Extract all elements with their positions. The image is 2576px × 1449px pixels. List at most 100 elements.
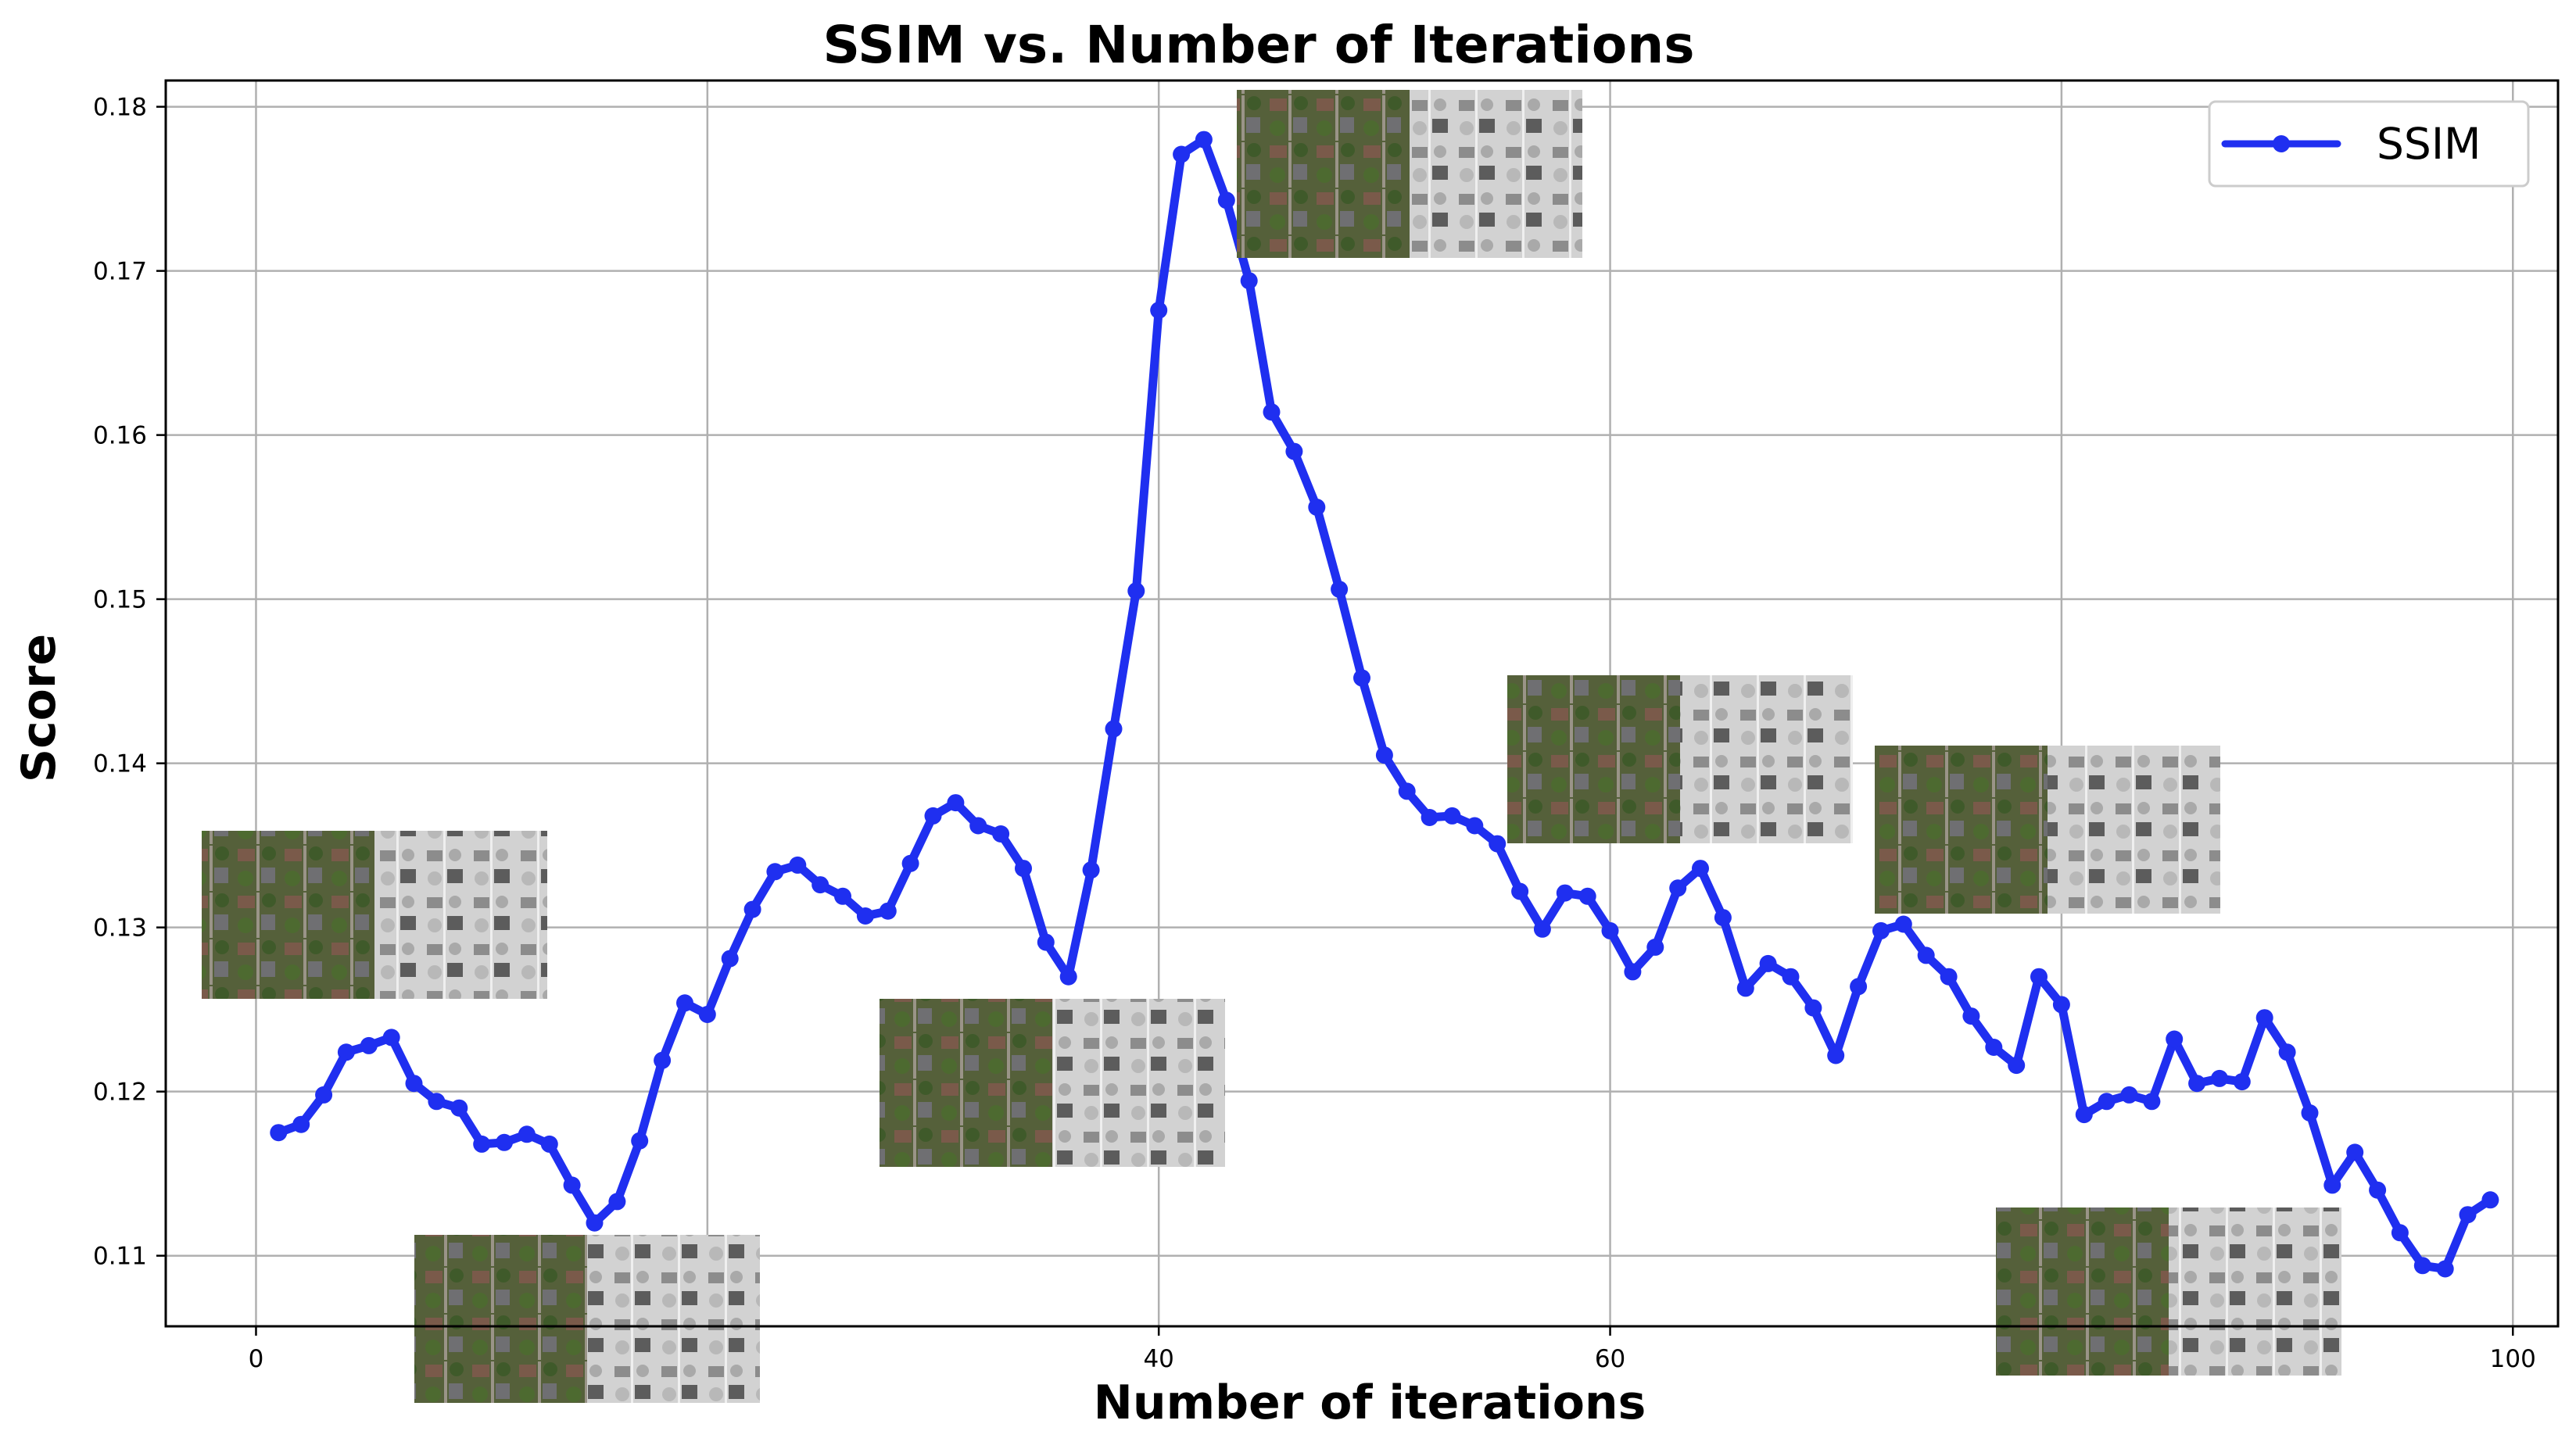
data-point	[2008, 1057, 2026, 1075]
x-axis-label: Number of iterations	[1094, 1376, 1646, 1430]
legend-marker	[2273, 135, 2290, 152]
aerial-photo-color	[1507, 675, 1680, 843]
data-point	[1962, 1007, 1980, 1025]
data-point	[1015, 860, 1032, 878]
x-tick-label: 60	[1595, 1345, 1625, 1373]
data-point	[563, 1176, 581, 1194]
data-point	[1127, 582, 1145, 600]
data-point	[315, 1086, 333, 1104]
data-point	[947, 794, 965, 812]
data-point	[1173, 145, 1191, 163]
aerial-photo-color	[1875, 746, 2048, 914]
legend-box	[2208, 100, 2530, 188]
data-point	[1872, 921, 1890, 939]
data-point	[992, 825, 1010, 843]
image-pair-thumbnail	[202, 831, 547, 999]
data-point	[337, 1043, 355, 1061]
aerial-photo-color	[1237, 90, 1410, 258]
data-point	[1466, 817, 1484, 835]
aerial-photo-grayscale	[2169, 1208, 2341, 1376]
y-tick-label: 0.11	[93, 1243, 147, 1271]
data-point	[450, 1099, 468, 1117]
y-tick-label: 0.12	[93, 1079, 147, 1107]
data-point	[1850, 978, 1868, 996]
data-point	[1353, 669, 1370, 687]
data-point	[540, 1135, 558, 1153]
data-point	[1331, 581, 1349, 598]
data-point	[1917, 946, 1935, 964]
data-point	[360, 1036, 378, 1054]
data-point	[1421, 809, 1438, 826]
data-point	[811, 876, 829, 894]
data-point	[1263, 403, 1281, 421]
data-point	[1556, 884, 1574, 902]
x-tick-label: 100	[2490, 1345, 2536, 1373]
image-pair-thumbnail	[880, 999, 1225, 1167]
image-pair-thumbnail	[1507, 675, 1853, 843]
y-tick-label: 0.16	[93, 422, 147, 450]
data-point	[586, 1214, 604, 1232]
data-point	[292, 1115, 310, 1133]
data-point	[1714, 909, 1732, 927]
aerial-photo-color	[202, 831, 374, 999]
data-point	[2098, 1093, 2116, 1111]
data-point	[834, 887, 851, 905]
data-point	[1985, 1039, 2003, 1056]
data-point	[2255, 1009, 2273, 1027]
data-point	[2052, 996, 2070, 1014]
data-point	[698, 1006, 716, 1023]
data-point	[428, 1093, 446, 1111]
data-point	[1285, 442, 1303, 460]
data-point	[1782, 968, 1800, 986]
data-point	[1082, 861, 1100, 879]
legend: SSIM	[2208, 100, 2530, 188]
data-point	[1443, 807, 1461, 825]
data-point	[496, 1133, 513, 1151]
thumbnail-layer	[202, 90, 2341, 1403]
data-point	[1804, 999, 1822, 1017]
data-point	[766, 863, 784, 881]
data-point	[1827, 1046, 1845, 1064]
series-layer	[270, 131, 2499, 1278]
data-point	[2166, 1030, 2184, 1048]
data-point	[2211, 1069, 2228, 1087]
data-point	[2323, 1176, 2341, 1194]
data-point	[2120, 1086, 2138, 1104]
data-point	[856, 907, 874, 925]
data-point	[2278, 1043, 2296, 1061]
x-tick-label: 0	[249, 1345, 264, 1373]
aerial-photo-color	[414, 1235, 587, 1403]
tick-layer: 0 40 60 100 0.11 0.12 0.13 0.14 0.15 0.16 0.17 0.18	[93, 94, 2536, 1373]
image-pair-thumbnail	[1237, 90, 1582, 258]
y-axis-label: Score	[12, 634, 66, 782]
data-point	[1646, 938, 1664, 956]
data-point	[2301, 1104, 2319, 1122]
aerial-photo-color	[880, 999, 1052, 1167]
image-pair-thumbnail	[1996, 1208, 2341, 1376]
data-point	[1240, 272, 1258, 290]
data-point	[1894, 915, 1912, 933]
data-point	[1059, 968, 1077, 986]
data-point	[1217, 191, 1235, 209]
data-point	[924, 807, 942, 825]
data-point	[1105, 720, 1123, 738]
aerial-photo-grayscale	[587, 1235, 760, 1403]
data-point	[2030, 968, 2048, 986]
x-tick-label: 40	[1143, 1345, 1173, 1373]
data-point	[1940, 968, 1958, 986]
y-tick-label: 0.14	[93, 750, 147, 778]
data-point	[2188, 1075, 2206, 1093]
data-point	[2346, 1143, 2364, 1161]
data-point	[789, 856, 807, 874]
data-point	[1736, 979, 1754, 997]
y-tick-label: 0.13	[93, 914, 147, 943]
aerial-photo-grayscale	[2048, 746, 2220, 914]
data-point	[1759, 954, 1777, 972]
data-point	[743, 900, 761, 918]
data-point	[2481, 1191, 2499, 1209]
data-point	[2391, 1224, 2409, 1242]
data-point	[1037, 933, 1055, 951]
chart-title: SSIM vs. Number of Iterations	[823, 15, 1695, 75]
aerial-photo-grayscale	[1052, 999, 1225, 1167]
